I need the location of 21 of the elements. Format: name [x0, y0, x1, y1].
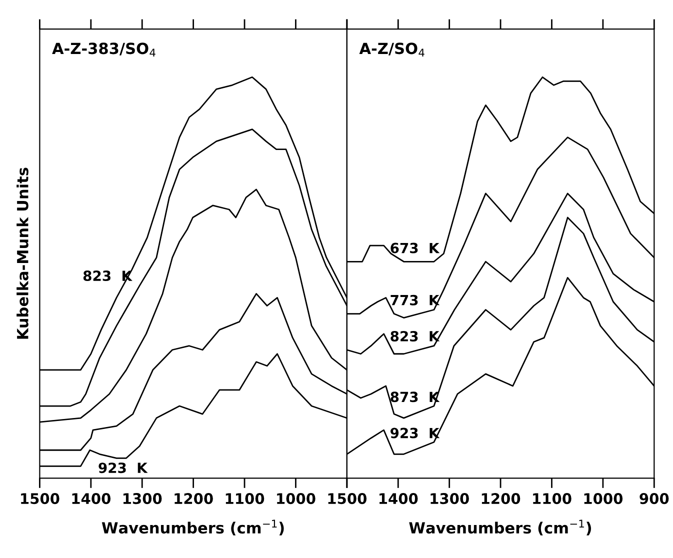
x-tick-label: 1500 [21, 493, 60, 504]
x-tick-label: 1200 [174, 493, 213, 504]
y-axis-title: Kubelka-Munk Units [16, 168, 28, 339]
x-tick-label: 1200 [482, 493, 520, 504]
x-tick-label: 1000 [584, 493, 623, 504]
x-tick-label: 1100 [226, 493, 264, 504]
x-tick-label: 1300 [430, 493, 469, 504]
x-tick-label: 1500 [328, 493, 367, 504]
x-tick-label: 1400 [379, 493, 418, 504]
x-tick-label: 1000 [277, 493, 316, 504]
series-label: 923 K [98, 462, 148, 474]
x-axis-title: Wavenumbers (cm$^{−1}$) [102, 520, 284, 536]
x-tick-label: 1100 [533, 493, 572, 504]
x-tick-label: 1400 [72, 493, 111, 504]
x-axis-title: Wavenumbers (cm$^{−1}$) [409, 520, 592, 536]
chart-title: A-Z-383/SO$_{4}$ [52, 42, 156, 56]
x-tick-label: 1300 [123, 493, 162, 504]
series-label: 673 K [390, 242, 440, 254]
x-tick-label: 900 [640, 493, 669, 504]
chart-title: A-Z/SO$_{4}$ [359, 42, 424, 56]
series-label: 823 K [390, 330, 440, 342]
